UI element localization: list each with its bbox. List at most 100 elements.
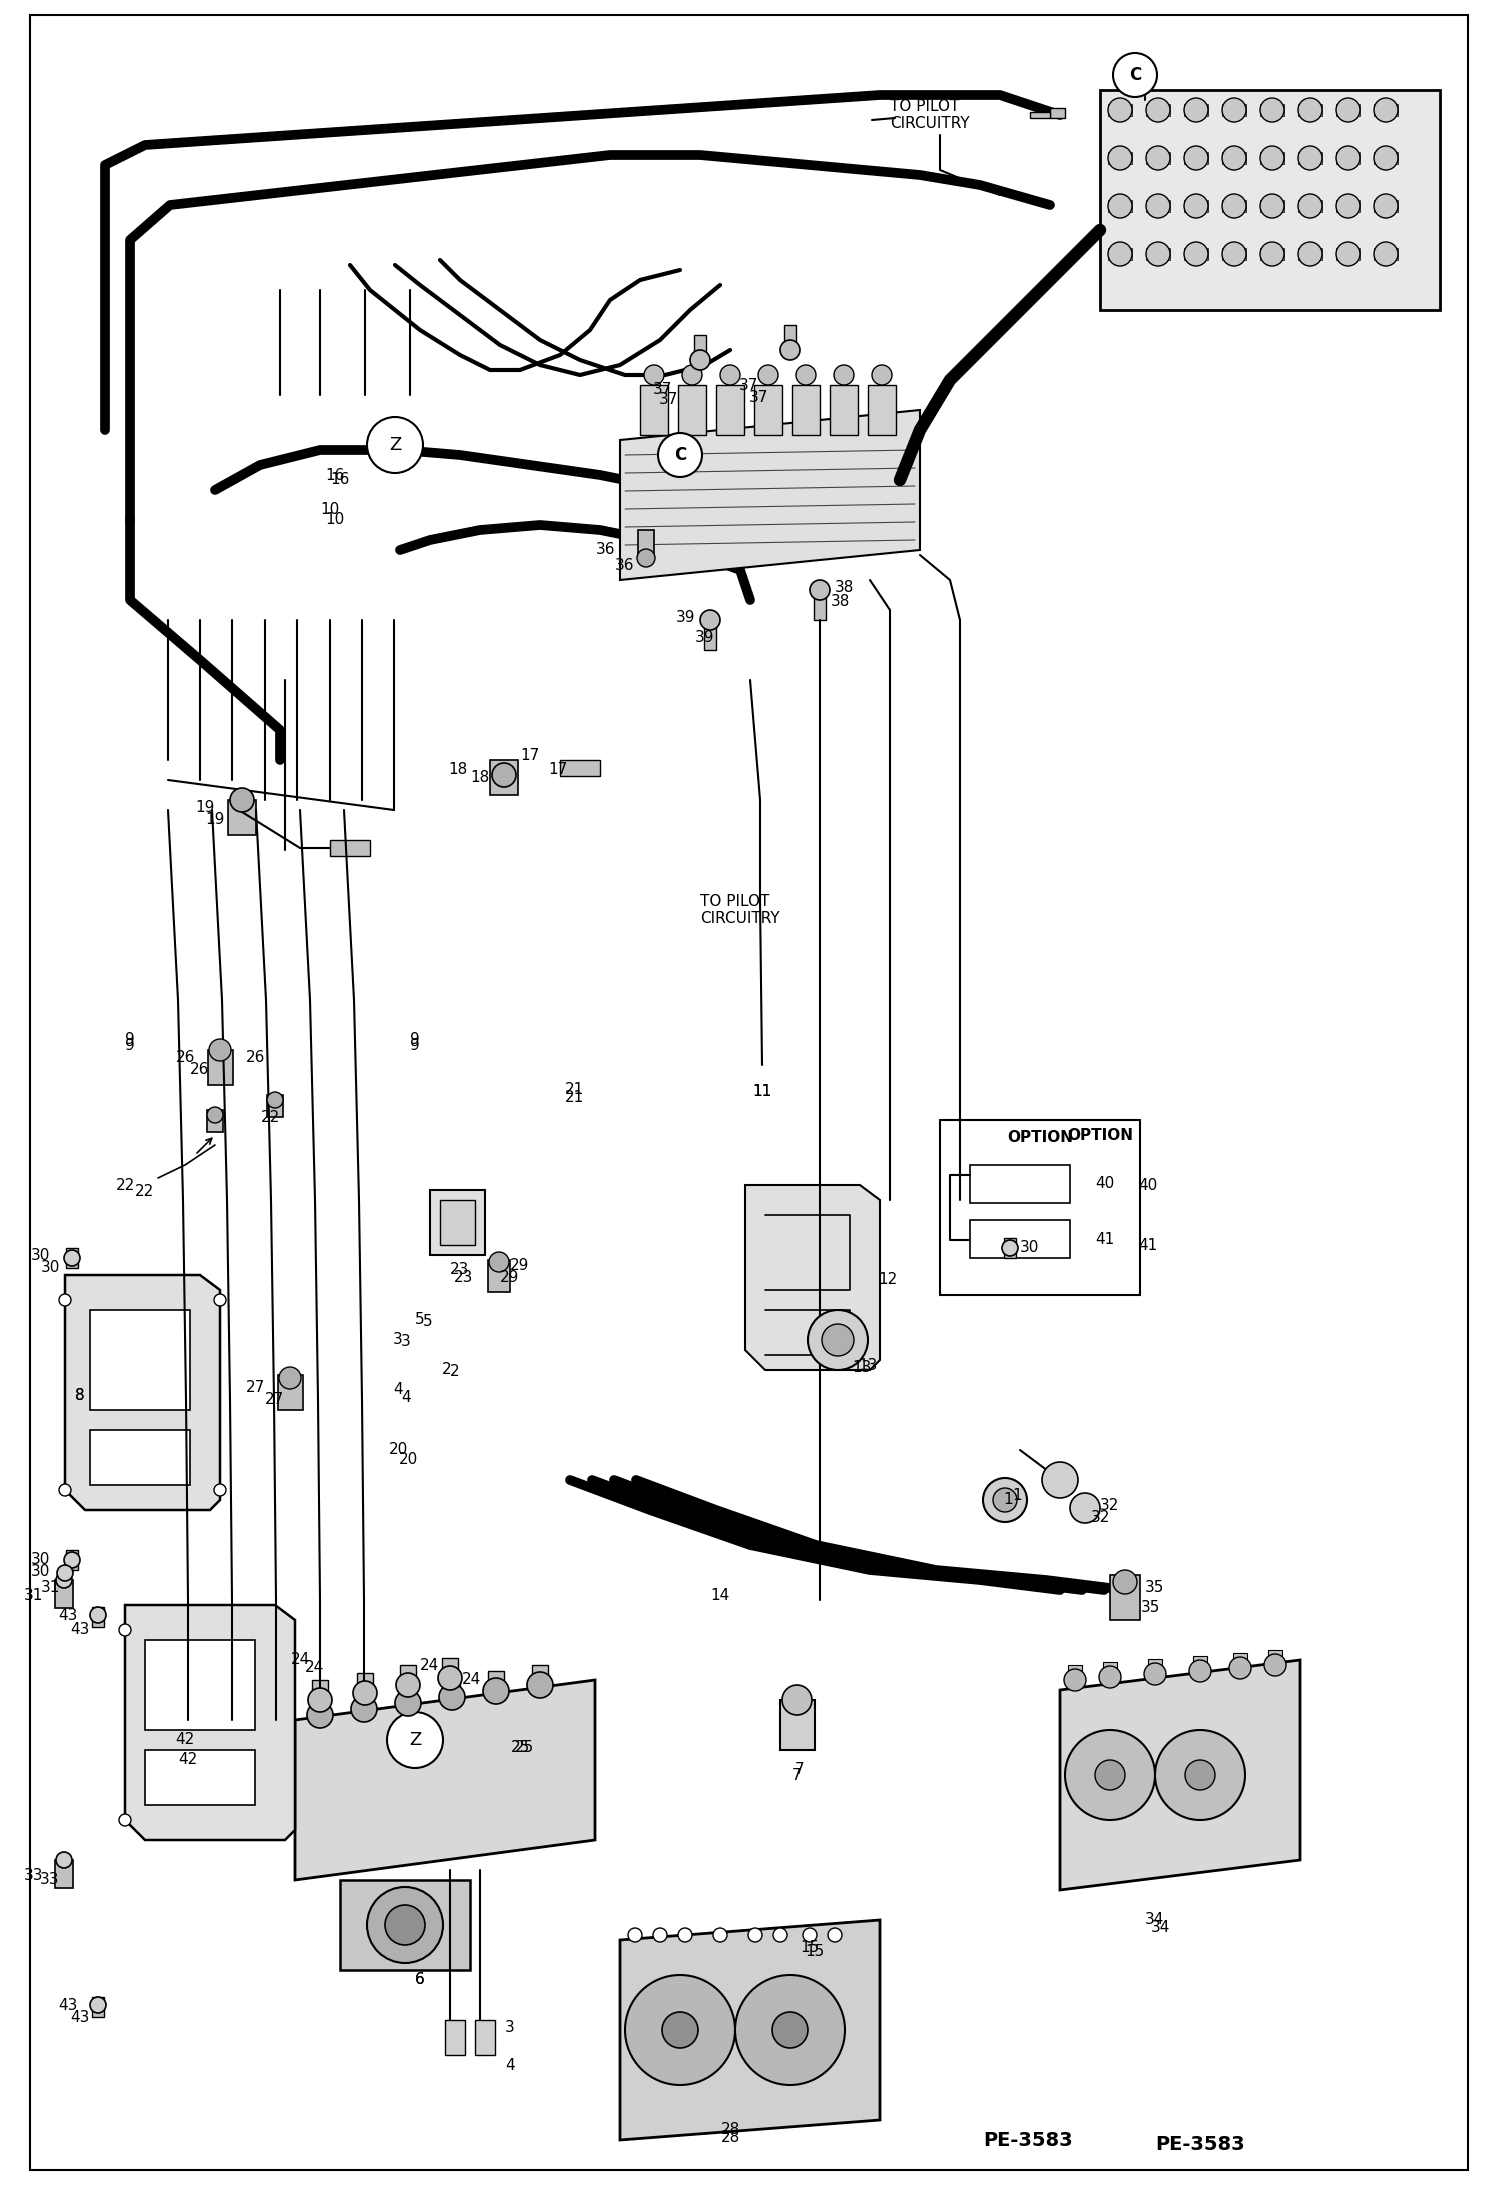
Text: 43: 43 xyxy=(70,1623,90,1638)
Text: 29: 29 xyxy=(509,1257,529,1272)
Text: 41: 41 xyxy=(1095,1232,1115,1246)
Circle shape xyxy=(491,763,515,787)
Bar xyxy=(312,1680,328,1700)
Bar xyxy=(532,1664,548,1684)
Circle shape xyxy=(395,1673,419,1697)
Text: 38: 38 xyxy=(830,594,849,610)
Bar xyxy=(312,1695,328,1715)
Text: 25: 25 xyxy=(511,1741,530,1757)
Bar xyxy=(91,1998,103,2018)
Circle shape xyxy=(527,1671,553,1697)
Bar xyxy=(638,531,655,557)
Bar xyxy=(1109,248,1132,261)
Bar xyxy=(357,1673,373,1693)
Text: 29: 29 xyxy=(500,1270,520,1285)
Circle shape xyxy=(1297,193,1323,217)
Circle shape xyxy=(307,1702,333,1728)
Bar xyxy=(1192,1656,1207,1671)
Text: 33: 33 xyxy=(40,1873,60,1888)
Bar xyxy=(1233,1654,1246,1669)
Bar xyxy=(783,325,795,351)
Bar xyxy=(716,386,745,434)
Bar xyxy=(442,1658,458,1678)
Circle shape xyxy=(679,1928,692,1943)
Circle shape xyxy=(771,2011,807,2048)
Bar xyxy=(207,1110,223,1132)
Polygon shape xyxy=(295,1680,595,1879)
Text: 39: 39 xyxy=(695,632,715,645)
Text: 27: 27 xyxy=(246,1382,265,1395)
Circle shape xyxy=(1264,1654,1285,1675)
Text: 42: 42 xyxy=(175,1732,195,1748)
Text: 6: 6 xyxy=(415,1972,425,1987)
Text: 10: 10 xyxy=(321,502,340,518)
Circle shape xyxy=(736,1976,845,2086)
Bar xyxy=(971,1219,1070,1259)
Bar xyxy=(488,1671,503,1691)
Bar xyxy=(679,386,706,434)
Bar xyxy=(1297,200,1323,213)
Circle shape xyxy=(1336,241,1360,265)
Polygon shape xyxy=(745,1184,879,1371)
Bar xyxy=(66,1550,78,1570)
Bar xyxy=(1260,248,1284,261)
Circle shape xyxy=(210,1039,231,1061)
Circle shape xyxy=(1222,99,1246,123)
Bar xyxy=(1004,1239,1016,1259)
Circle shape xyxy=(267,1092,283,1107)
Text: 40: 40 xyxy=(1138,1178,1158,1193)
Circle shape xyxy=(207,1107,223,1123)
Circle shape xyxy=(1144,1662,1165,1684)
Bar xyxy=(1336,103,1360,116)
Bar xyxy=(1374,200,1398,213)
Text: PE-3583: PE-3583 xyxy=(983,2132,1073,2149)
Circle shape xyxy=(662,2011,698,2048)
Circle shape xyxy=(721,364,740,386)
Bar xyxy=(357,1689,372,1708)
Text: 9: 9 xyxy=(410,1033,419,1048)
Text: 43: 43 xyxy=(58,1607,78,1623)
Text: 30: 30 xyxy=(40,1261,60,1276)
Circle shape xyxy=(1183,147,1207,171)
Text: 24: 24 xyxy=(291,1654,310,1667)
Bar xyxy=(1260,200,1284,213)
Circle shape xyxy=(1109,147,1132,171)
Bar xyxy=(1374,248,1398,261)
Circle shape xyxy=(64,1553,79,1568)
Circle shape xyxy=(1260,241,1284,265)
Text: 21: 21 xyxy=(565,1083,584,1096)
Circle shape xyxy=(807,1309,867,1371)
Text: 26: 26 xyxy=(190,1061,210,1077)
Circle shape xyxy=(1183,193,1207,217)
Bar xyxy=(867,386,896,434)
Circle shape xyxy=(386,1713,443,1768)
Text: OPTION: OPTION xyxy=(1007,1132,1073,1145)
Text: 36: 36 xyxy=(616,557,635,572)
Bar xyxy=(91,1607,103,1627)
Text: 31: 31 xyxy=(40,1581,60,1597)
Text: 30: 30 xyxy=(30,1553,49,1568)
Circle shape xyxy=(658,432,703,478)
Circle shape xyxy=(55,1853,72,1868)
Bar xyxy=(1183,151,1207,164)
Text: 28: 28 xyxy=(721,2132,740,2145)
Text: 41: 41 xyxy=(1138,1237,1158,1252)
Bar xyxy=(475,2020,494,2055)
Circle shape xyxy=(64,1250,79,1265)
Bar xyxy=(1183,200,1207,213)
Text: 6: 6 xyxy=(415,1972,425,1987)
Text: PE-3583: PE-3583 xyxy=(1155,2136,1245,2154)
Text: 20: 20 xyxy=(398,1452,418,1467)
Circle shape xyxy=(1070,1493,1100,1522)
Circle shape xyxy=(57,1566,73,1581)
Text: 24: 24 xyxy=(306,1660,325,1675)
Bar xyxy=(941,1121,1140,1296)
Circle shape xyxy=(1222,193,1246,217)
Text: 17: 17 xyxy=(548,763,568,779)
Circle shape xyxy=(653,1928,667,1943)
Bar xyxy=(1336,248,1360,261)
Circle shape xyxy=(773,1928,786,1943)
Text: 30: 30 xyxy=(1020,1241,1040,1257)
Bar xyxy=(971,1164,1070,1204)
Circle shape xyxy=(1336,147,1360,171)
